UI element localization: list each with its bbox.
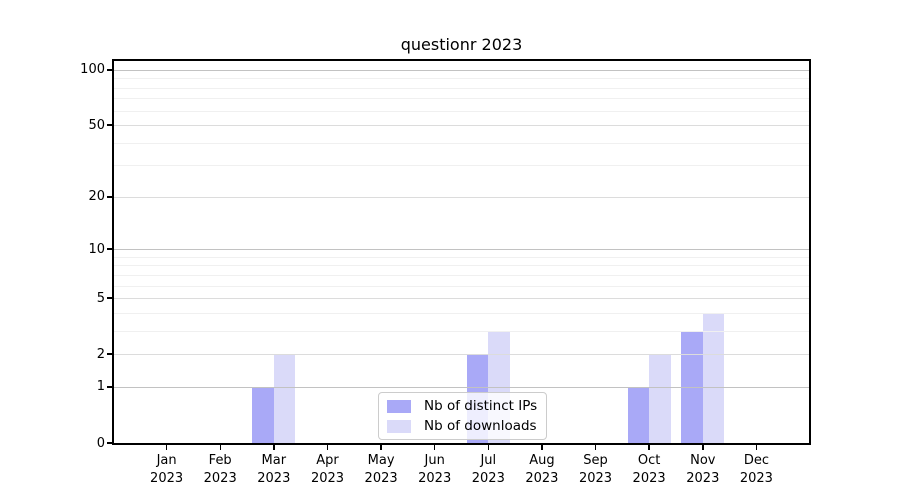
- x-tick-mark: [219, 445, 221, 450]
- minor-gridline: [113, 110, 810, 112]
- x-tick-mark: [273, 445, 275, 450]
- legend-swatch-downloads: [387, 419, 411, 433]
- y-tick-mark: [107, 442, 112, 444]
- plot-border: [112, 59, 811, 445]
- minor-gridline: [113, 285, 810, 287]
- y-tick-mark: [107, 196, 112, 198]
- bar: [702, 312, 725, 443]
- x-tick-mark: [541, 445, 543, 450]
- x-tick-label: Dec 2023: [739, 453, 773, 486]
- x-tick-label: May 2023: [364, 453, 398, 486]
- x-tick-mark: [702, 445, 704, 450]
- minor-gridline: [113, 78, 810, 80]
- y-tick-label: 50: [88, 117, 105, 133]
- y-tick-mark: [107, 69, 112, 71]
- major-gridline: [113, 386, 810, 388]
- legend: Nb of distinct IPs Nb of downloads: [378, 392, 548, 440]
- x-tick-mark: [755, 445, 758, 450]
- y-tick-label: 20: [88, 189, 105, 205]
- x-tick-label: Feb 2023: [203, 453, 237, 486]
- y-tick-mark: [107, 297, 112, 299]
- legend-label-downloads: Nb of downloads: [424, 418, 537, 434]
- minor-gridline: [113, 165, 810, 167]
- x-tick-mark: [380, 445, 382, 450]
- y-tick-label: 100: [80, 62, 105, 78]
- y-tick-label: 10: [88, 241, 105, 257]
- major-gridline: [113, 196, 810, 198]
- y-tick-label: 1: [96, 379, 105, 395]
- x-tick-mark: [433, 445, 436, 450]
- x-tick-label: Nov 2023: [686, 453, 720, 486]
- minor-gridline: [113, 256, 810, 258]
- chart-title: questionr 2023: [400, 35, 523, 54]
- major-gridline: [113, 69, 810, 71]
- y-tick-label: 2: [96, 346, 105, 362]
- legend-row-distinct-ips: Nb of distinct IPs: [387, 398, 537, 414]
- y-tick-mark: [107, 353, 112, 355]
- x-tick-label: Aug 2023: [525, 453, 559, 486]
- major-gridline: [113, 298, 810, 300]
- x-tick-label: Oct 2023: [632, 453, 666, 486]
- major-gridline: [113, 249, 810, 251]
- x-tick-label: Jul 2023: [471, 453, 505, 486]
- x-tick-label: Jun 2023: [418, 453, 452, 486]
- minor-gridline: [113, 98, 810, 100]
- x-tick-label: Sep 2023: [578, 453, 613, 486]
- y-tick-mark: [107, 248, 112, 250]
- legend-label-distinct-ips: Nb of distinct IPs: [424, 398, 538, 414]
- minor-gridline: [113, 330, 810, 332]
- bar: [627, 386, 650, 443]
- major-gridline: [113, 125, 810, 126]
- legend-row-downloads: Nb of downloads: [387, 418, 537, 434]
- y-tick-label: 0: [96, 435, 105, 451]
- minor-gridline: [113, 142, 810, 144]
- bar: [273, 354, 296, 443]
- x-tick-label: Mar 2023: [257, 453, 291, 486]
- x-tick-mark: [648, 445, 650, 450]
- x-tick-label: Apr 2023: [310, 453, 345, 486]
- x-tick-mark: [326, 445, 329, 450]
- x-tick-mark: [165, 445, 168, 450]
- legend-swatch-distinct-ips: [387, 399, 411, 413]
- y-tick-label: 5: [96, 290, 105, 306]
- bar: [649, 354, 671, 443]
- x-tick-mark: [487, 445, 490, 450]
- minor-gridline: [113, 312, 810, 314]
- y-tick-mark: [107, 124, 112, 126]
- major-gridline: [113, 354, 810, 356]
- bar: [252, 386, 274, 443]
- x-tick-mark: [594, 445, 597, 450]
- minor-gridline: [113, 87, 810, 89]
- x-tick-label: Jan 2023: [150, 453, 184, 486]
- minor-gridline: [113, 274, 810, 276]
- minor-gridline: [113, 265, 810, 267]
- y-tick-mark: [107, 386, 112, 388]
